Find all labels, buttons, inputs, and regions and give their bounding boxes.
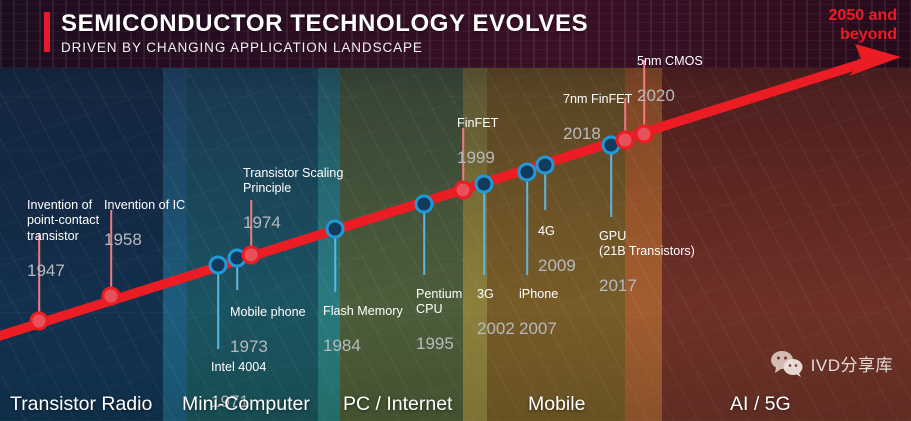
milestone-name: GPU (21B Transistors) xyxy=(599,228,695,259)
milestone-name: Invention of IC xyxy=(104,197,186,212)
milestone-dot-2009[interactable] xyxy=(535,155,555,175)
future-note: 2050 and beyond xyxy=(828,7,897,43)
header-accent-bar xyxy=(44,12,50,52)
milestone-dot-1984[interactable] xyxy=(325,219,345,239)
milestone-dot-1958[interactable] xyxy=(101,286,121,306)
leader-line xyxy=(544,168,546,210)
leader-line xyxy=(334,232,336,292)
milestone-label-2020: 5nm CMOS 2020 xyxy=(637,38,703,121)
era-caption-ai-5g: AI / 5G xyxy=(730,393,791,415)
milestone-name: Transistor Scaling Principle xyxy=(243,165,344,196)
milestone-label-2017: GPU (21B Transistors) 2017 xyxy=(599,213,695,312)
milestone-year: 2007 xyxy=(519,318,557,338)
milestone-name: Mobile phone xyxy=(230,304,306,319)
leader-line xyxy=(483,187,485,275)
milestone-name: iPhone xyxy=(519,286,559,301)
milestone-dot-1971[interactable] xyxy=(208,255,228,275)
milestone-name: 3G xyxy=(477,286,494,301)
milestone-name: Invention of point-contact transistor xyxy=(27,197,100,243)
milestone-dot-2018[interactable] xyxy=(615,130,635,150)
leader-line xyxy=(250,200,252,253)
leader-line xyxy=(110,210,112,296)
milestone-year: 2018 xyxy=(563,123,601,143)
header-bar: SEMICONDUCTOR TECHNOLOGY EVOLVES DRIVEN … xyxy=(0,0,911,68)
era-caption-transistor-radio: Transistor Radio xyxy=(10,393,153,415)
milestone-name: 4G xyxy=(538,223,555,238)
milestone-label-1984: Flash Memory 1984 xyxy=(323,288,403,371)
milestone-year: 1974 xyxy=(243,213,281,232)
milestone-dot-2002[interactable] xyxy=(474,174,494,194)
leader-line xyxy=(462,128,464,187)
leader-line xyxy=(423,208,425,275)
leader-line xyxy=(624,98,626,138)
leader-line xyxy=(217,270,219,349)
milestone-name: Flash Memory xyxy=(323,303,403,318)
milestone-label-2018: 7nm FinFET 2018 xyxy=(563,76,632,159)
watermark-text: IVD分享库 xyxy=(810,356,893,375)
milestone-year: 1947 xyxy=(27,260,65,280)
milestone-year: 1971 xyxy=(211,391,249,411)
era-caption-mini-computer: Mini-Computer xyxy=(182,393,310,415)
milestone-year: 1984 xyxy=(323,335,361,355)
milestone-label-1995: Pentium CPU 1995 xyxy=(416,271,462,370)
milestone-dot-2007[interactable] xyxy=(517,162,537,182)
milestone-dot-1974[interactable] xyxy=(241,245,261,265)
leader-line xyxy=(643,60,645,132)
milestone-dot-1995[interactable] xyxy=(414,194,434,214)
milestone-year: 1973 xyxy=(230,336,268,356)
era-caption-pc-internet: PC / Internet xyxy=(343,393,453,415)
milestone-label-2002: 3G 2002 xyxy=(477,271,515,354)
leader-line xyxy=(526,175,528,275)
page-subtitle: DRIVEN BY CHANGING APPLICATION LANDSCAPE xyxy=(61,40,423,55)
milestone-year: 2009 xyxy=(538,255,576,275)
milestone-year: 2020 xyxy=(637,85,675,105)
milestone-name: 5nm CMOS xyxy=(637,53,703,68)
milestone-name: FinFET xyxy=(457,115,499,130)
milestone-label-1958: Invention of IC 1958 xyxy=(104,182,185,265)
leader-line xyxy=(236,265,238,290)
leader-line xyxy=(610,148,612,217)
era-caption-mobile: Mobile xyxy=(528,393,586,415)
milestone-dot-1999[interactable] xyxy=(453,180,473,200)
milestone-year: 1958 xyxy=(104,229,142,249)
milestone-label-1974: Transistor Scaling Principle 1974 xyxy=(243,150,343,249)
page-title: SEMICONDUCTOR TECHNOLOGY EVOLVES xyxy=(61,10,589,37)
milestone-year: 2017 xyxy=(599,276,637,295)
milestone-dot-1947[interactable] xyxy=(29,311,49,331)
milestone-dot-2020[interactable] xyxy=(634,124,654,144)
milestone-name: 7nm FinFET xyxy=(563,91,633,106)
wechat-icon xyxy=(770,351,803,377)
milestone-label-1973: Mobile phone 1973 xyxy=(230,289,306,372)
milestone-label-1947: Invention of point-contact transistor 19… xyxy=(27,182,99,296)
milestone-label-1999: FinFET 1999 xyxy=(457,100,498,183)
milestone-year: 1999 xyxy=(457,147,495,167)
milestone-label-2007: iPhone 2007 xyxy=(519,271,558,354)
milestone-name: Intel 4004 xyxy=(211,359,267,374)
milestone-name: Pentium CPU xyxy=(416,286,463,317)
milestone-year: 1995 xyxy=(416,334,454,353)
watermark: IVD分享库 xyxy=(770,350,893,377)
leader-line xyxy=(38,233,40,321)
milestone-label-1971: Intel 4004 1971 xyxy=(211,344,266,421)
milestone-year: 2002 xyxy=(477,318,515,338)
milestone-label-2009: 4G 2009 xyxy=(538,208,576,291)
